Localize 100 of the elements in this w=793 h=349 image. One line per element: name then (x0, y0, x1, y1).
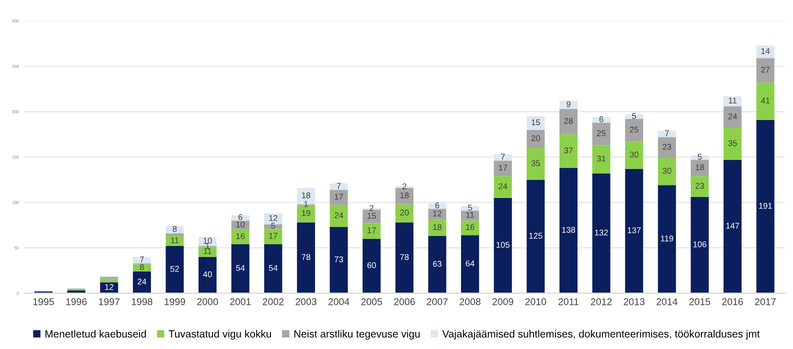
data-label: 8 (140, 264, 144, 270)
bar (296, 222, 316, 294)
x-tick-label: 2001 (230, 298, 251, 306)
bar (756, 58, 774, 83)
legend-label: Menetletud kaebuseid (45, 330, 146, 338)
data-label: 15 (532, 119, 540, 126)
bar (559, 100, 578, 109)
x-tick-label: 2011 (558, 298, 578, 306)
data-label: 7 (665, 130, 669, 136)
bar (526, 116, 545, 130)
x-tick-label: 2004 (328, 298, 350, 306)
data-label: 35 (531, 160, 540, 166)
data-label: 23 (696, 182, 704, 189)
bar (592, 122, 610, 146)
data-label: 9 (566, 101, 570, 108)
bar (231, 215, 250, 221)
data-label: 106 (693, 241, 706, 248)
bar (132, 264, 151, 272)
data-label: 6 (238, 214, 242, 220)
x-tick-label: 2017 (755, 298, 776, 306)
data-label: 64 (466, 260, 474, 266)
bar (166, 246, 184, 294)
bar (264, 224, 282, 229)
data-label: 12 (433, 210, 442, 216)
bar (330, 226, 348, 294)
x-tick-label: 2006 (394, 298, 415, 306)
bar (461, 210, 480, 221)
data-label: 17 (498, 164, 508, 171)
bar (330, 183, 348, 190)
bar (461, 206, 480, 211)
bar (330, 205, 348, 227)
data-label: 60 (367, 262, 376, 268)
bar (625, 142, 644, 169)
data-label: 5 (271, 222, 276, 229)
bar (690, 176, 709, 197)
data-label: 105 (496, 242, 510, 248)
x-tick-label: 1998 (132, 298, 152, 306)
data-label: 2 (402, 183, 406, 190)
bar (658, 130, 676, 138)
bar (592, 145, 610, 174)
bar (166, 226, 184, 234)
bar (724, 128, 742, 160)
x-tick-label: 2016 (722, 298, 743, 306)
data-label: 35 (728, 140, 737, 146)
data-label: 10 (236, 221, 245, 228)
data-label: 16 (466, 224, 474, 230)
data-label: 15 (368, 212, 376, 219)
x-tick-label: 2003 (296, 298, 316, 306)
bar (625, 118, 644, 142)
data-label: 37 (564, 147, 573, 154)
bar (296, 205, 316, 222)
data-label: 7 (336, 182, 341, 189)
data-label: 5 (632, 113, 636, 119)
data-label: 24 (334, 212, 344, 218)
bar (362, 210, 381, 224)
bar (592, 173, 610, 294)
bar (264, 244, 282, 294)
bar (231, 244, 250, 294)
data-label: 78 (400, 254, 409, 260)
bar (756, 82, 774, 120)
data-label: 6 (599, 116, 604, 122)
data-label: 20 (531, 135, 540, 142)
data-label: 25 (630, 126, 638, 133)
bar (658, 185, 676, 294)
bar (461, 235, 480, 294)
data-label: 17 (368, 227, 376, 234)
bar (428, 220, 446, 236)
bar (100, 278, 118, 282)
bar (428, 203, 446, 209)
data-label: 137 (628, 227, 641, 234)
data-label: 73 (334, 256, 344, 262)
data-label: 23 (662, 144, 672, 150)
bar (395, 204, 414, 222)
x-tick-label: 1997 (99, 298, 120, 306)
data-label: 27 (761, 66, 770, 73)
data-label: 12 (269, 215, 278, 221)
data-label: 28 (564, 118, 573, 124)
bar (724, 160, 742, 294)
legend-label: Tuvastatud vigu kokku (168, 330, 271, 340)
data-label: 5 (468, 204, 472, 211)
bar (395, 188, 414, 204)
data-label: 191 (759, 202, 772, 209)
data-label: 17 (269, 232, 278, 239)
x-tick-label: 2015 (689, 298, 710, 306)
bar (658, 137, 676, 158)
bar (395, 222, 414, 294)
data-label: 63 (433, 260, 442, 267)
bar (625, 114, 644, 119)
bar (494, 176, 512, 198)
data-label: 25 (597, 130, 606, 136)
data-label: 119 (660, 236, 674, 242)
data-label: 18 (400, 192, 409, 198)
data-label: 12 (105, 284, 114, 290)
data-label: 30 (662, 168, 672, 174)
bar (658, 158, 676, 186)
x-tick-label: 1995 (33, 298, 54, 306)
data-label: 17 (334, 194, 344, 200)
data-label: 11 (728, 98, 736, 104)
bar (494, 198, 512, 294)
bar (330, 190, 348, 206)
